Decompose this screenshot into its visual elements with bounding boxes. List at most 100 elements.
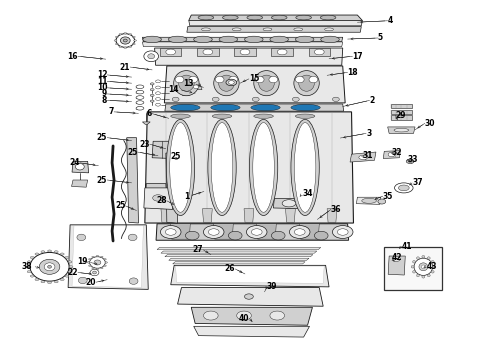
Ellipse shape [315, 49, 324, 55]
Ellipse shape [293, 97, 299, 102]
Polygon shape [388, 127, 415, 134]
Ellipse shape [232, 28, 241, 31]
Polygon shape [194, 326, 310, 337]
Text: 38: 38 [22, 262, 32, 271]
Ellipse shape [362, 198, 376, 203]
Ellipse shape [215, 76, 224, 83]
Ellipse shape [136, 90, 144, 94]
Ellipse shape [269, 76, 278, 83]
Bar [391, 110, 412, 114]
Ellipse shape [168, 36, 187, 42]
Polygon shape [164, 66, 345, 103]
Ellipse shape [431, 271, 434, 273]
Ellipse shape [203, 226, 224, 238]
Ellipse shape [295, 114, 315, 118]
Ellipse shape [309, 76, 318, 83]
Polygon shape [181, 91, 190, 95]
Ellipse shape [156, 98, 160, 100]
Text: 25: 25 [97, 133, 107, 142]
Ellipse shape [39, 259, 60, 274]
Ellipse shape [92, 256, 94, 258]
Ellipse shape [172, 105, 198, 111]
Ellipse shape [251, 104, 280, 111]
Ellipse shape [44, 263, 55, 271]
Ellipse shape [156, 86, 160, 89]
Ellipse shape [315, 231, 328, 240]
Polygon shape [143, 122, 150, 125]
Ellipse shape [160, 226, 181, 238]
Ellipse shape [30, 256, 34, 258]
Ellipse shape [293, 105, 318, 111]
Ellipse shape [214, 71, 239, 96]
Ellipse shape [294, 71, 319, 96]
Ellipse shape [94, 260, 101, 265]
Ellipse shape [208, 120, 236, 216]
Ellipse shape [41, 251, 45, 253]
Ellipse shape [143, 36, 161, 42]
Text: 21: 21 [120, 63, 130, 72]
Ellipse shape [171, 114, 190, 118]
Ellipse shape [398, 185, 409, 191]
Ellipse shape [359, 155, 368, 159]
Ellipse shape [30, 252, 69, 281]
Text: 41: 41 [401, 242, 412, 251]
Text: 33: 33 [407, 155, 417, 164]
Ellipse shape [156, 80, 160, 83]
Ellipse shape [299, 75, 315, 91]
Polygon shape [171, 224, 190, 239]
Ellipse shape [252, 97, 259, 102]
Ellipse shape [413, 261, 416, 263]
Ellipse shape [416, 257, 419, 259]
Ellipse shape [295, 76, 304, 83]
Polygon shape [273, 199, 304, 209]
Text: 10: 10 [97, 83, 107, 92]
Ellipse shape [251, 229, 262, 235]
Ellipse shape [255, 76, 264, 83]
Text: 36: 36 [331, 205, 342, 214]
Ellipse shape [411, 266, 414, 268]
Ellipse shape [320, 15, 336, 20]
Ellipse shape [27, 261, 31, 263]
Ellipse shape [35, 279, 39, 281]
Ellipse shape [271, 15, 287, 20]
Ellipse shape [27, 271, 31, 273]
Ellipse shape [93, 271, 97, 274]
Polygon shape [309, 48, 330, 56]
Ellipse shape [253, 123, 274, 212]
Text: 29: 29 [395, 111, 406, 120]
Ellipse shape [171, 104, 200, 111]
Polygon shape [72, 161, 89, 173]
Ellipse shape [128, 234, 137, 240]
Text: 37: 37 [412, 178, 423, 187]
Ellipse shape [193, 85, 199, 89]
Ellipse shape [136, 107, 144, 110]
Ellipse shape [422, 256, 425, 258]
Polygon shape [156, 224, 348, 240]
Ellipse shape [121, 37, 130, 44]
Polygon shape [202, 209, 212, 222]
Ellipse shape [115, 43, 118, 45]
Polygon shape [143, 42, 343, 46]
Ellipse shape [78, 277, 87, 284]
Ellipse shape [41, 281, 45, 283]
Ellipse shape [208, 229, 219, 235]
Ellipse shape [245, 36, 263, 42]
Ellipse shape [185, 231, 199, 240]
Text: 27: 27 [193, 246, 203, 255]
Ellipse shape [229, 76, 238, 83]
Ellipse shape [247, 15, 263, 20]
Text: 25: 25 [171, 152, 181, 161]
Ellipse shape [105, 262, 107, 263]
Polygon shape [144, 188, 172, 210]
Text: 3: 3 [366, 129, 371, 138]
Polygon shape [72, 180, 88, 187]
Ellipse shape [246, 226, 267, 238]
Ellipse shape [150, 100, 154, 102]
Ellipse shape [228, 81, 234, 84]
Ellipse shape [148, 54, 155, 59]
Text: 26: 26 [225, 265, 235, 274]
Ellipse shape [104, 265, 106, 266]
Ellipse shape [68, 271, 72, 273]
Ellipse shape [203, 311, 218, 320]
Ellipse shape [60, 279, 64, 281]
